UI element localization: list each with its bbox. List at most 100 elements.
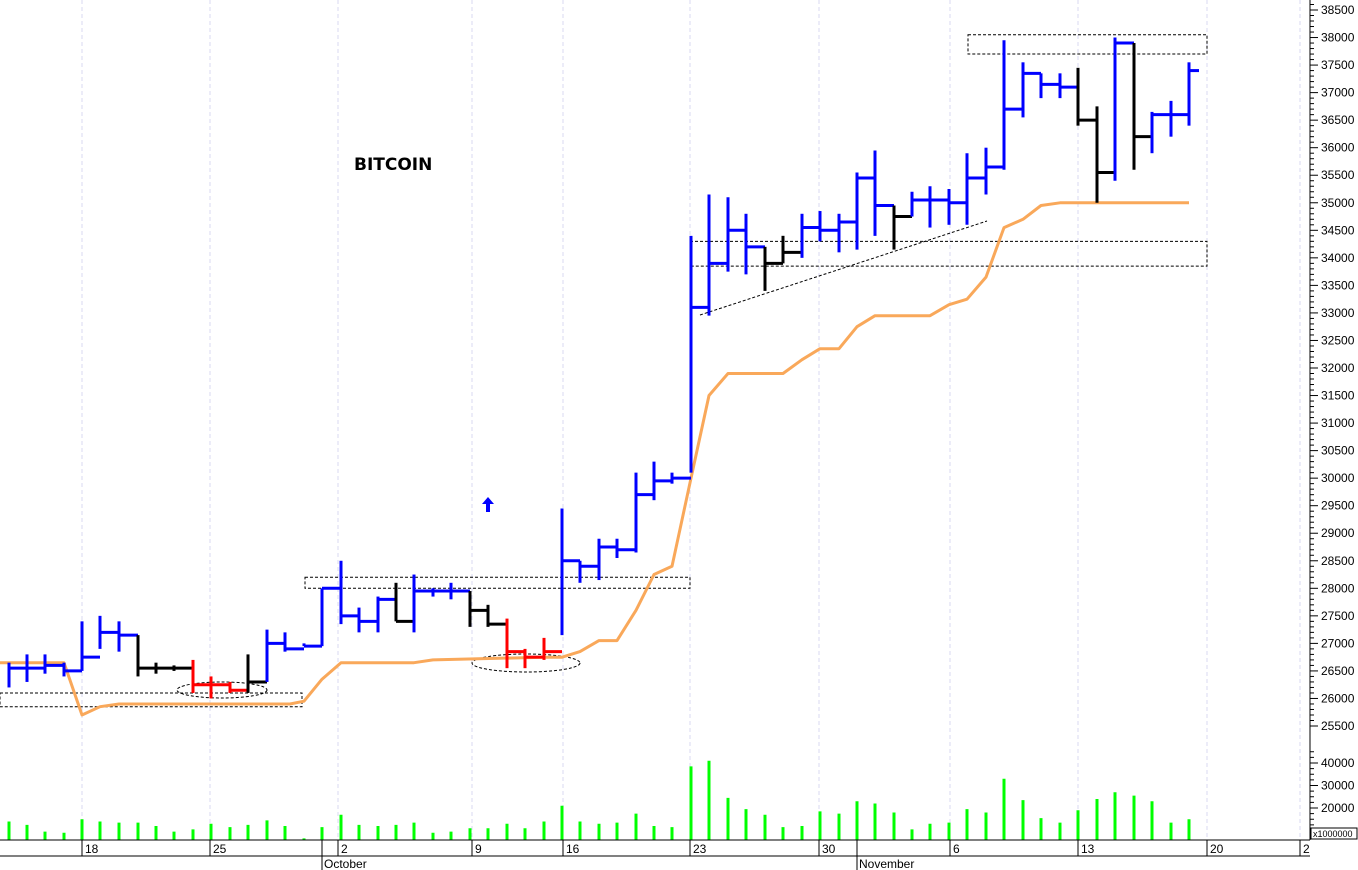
multiplier-box — [1310, 827, 1358, 840]
x-tick-label: 9 — [475, 842, 482, 856]
x-tick-label: 23 — [693, 842, 707, 856]
dashed-trendline — [699, 220, 988, 316]
volume-bar — [25, 824, 29, 840]
volume-bar — [615, 822, 619, 840]
volume-bar — [597, 823, 601, 840]
volume-bar — [7, 821, 11, 840]
volume-tick-label: 40000 — [1321, 756, 1355, 770]
volume-bar — [855, 801, 859, 840]
volume-bar — [1039, 818, 1043, 840]
volume-bar — [800, 826, 804, 840]
price-tick-label: 31500 — [1321, 389, 1355, 403]
dashed-box — [0, 692, 303, 708]
volume-bar — [154, 826, 158, 840]
x-tick-label: 2 — [341, 842, 348, 856]
volume-bar — [320, 827, 324, 840]
volume-bar — [781, 827, 785, 840]
volume-bar — [80, 819, 84, 840]
volume-tick-label: 30000 — [1321, 779, 1355, 793]
price-tick-label: 38500 — [1321, 3, 1355, 17]
volume-bar — [744, 809, 748, 840]
price-tick-label: 27000 — [1321, 636, 1355, 650]
month-label: October — [324, 857, 367, 870]
volume-bar — [1150, 801, 1154, 840]
up-arrow-icon — [482, 497, 494, 512]
volume-bar — [1113, 792, 1117, 840]
volume-bar — [873, 803, 877, 840]
volume-bar — [302, 838, 306, 840]
price-tick-label: 26500 — [1321, 664, 1355, 678]
price-tick-label: 32000 — [1321, 361, 1355, 375]
volume-bar — [578, 821, 582, 840]
volume-bar — [984, 812, 988, 840]
trendline — [699, 220, 988, 316]
volume-bar — [947, 822, 951, 840]
volume-bar — [265, 820, 269, 840]
volume-bar — [209, 823, 213, 840]
price-tick-label: 34500 — [1321, 223, 1355, 237]
volume-bar — [892, 812, 896, 840]
volume-bar — [412, 822, 416, 840]
price-tick-label: 37500 — [1321, 58, 1355, 72]
volume-bar — [449, 831, 453, 840]
price-tick-label: 25500 — [1321, 719, 1355, 733]
volume-bar — [1095, 799, 1099, 840]
volume-bar — [1132, 795, 1136, 840]
arrow-shape — [482, 497, 494, 512]
volume-bar — [468, 828, 472, 840]
x-tick-label: 25 — [213, 842, 227, 856]
x-tick-label: 6 — [953, 842, 960, 856]
volume-bars — [7, 760, 1191, 840]
price-tick-label: 29500 — [1321, 499, 1355, 513]
price-bars — [7, 37, 1199, 699]
volume-bar — [62, 832, 66, 840]
volume-bar — [670, 827, 674, 840]
volume-bar — [1169, 822, 1173, 840]
volume-bar — [763, 814, 767, 840]
volume-bar — [1076, 810, 1080, 840]
volume-bar — [228, 827, 232, 840]
volume-bar — [357, 824, 361, 840]
volume-bar — [634, 813, 638, 840]
volume-bar — [818, 811, 822, 840]
dashed-box — [967, 34, 1208, 55]
price-tick-label: 28000 — [1321, 581, 1355, 595]
x-tick-label: 13 — [1081, 842, 1095, 856]
x-tick-label: 16 — [566, 842, 580, 856]
price-tick-label: 29000 — [1321, 526, 1355, 540]
volume-bar — [652, 826, 656, 840]
volume-bar — [965, 809, 969, 840]
volume-bar — [928, 823, 932, 840]
moving-average-line — [0, 201, 1189, 717]
volume-bar — [542, 821, 546, 840]
price-tick-label: 36500 — [1321, 113, 1355, 127]
chart-title: BITCOIN — [354, 155, 432, 175]
price-tick-label: 31000 — [1321, 416, 1355, 430]
x-tick-label: 18 — [85, 842, 99, 856]
price-tick-label: 33000 — [1321, 306, 1355, 320]
volume-multiplier-label: x1000000 — [1313, 829, 1353, 839]
x-tick-label: 20 — [1210, 842, 1224, 856]
dashed-box — [304, 576, 691, 589]
volume-bar — [560, 805, 564, 840]
volume-bar — [689, 766, 693, 840]
volume-bar — [172, 831, 176, 840]
volume-bar — [191, 829, 195, 840]
volume-bar — [431, 832, 435, 840]
price-tick-label: 34000 — [1321, 251, 1355, 265]
price-tick-label: 30000 — [1321, 471, 1355, 485]
volume-bar — [43, 831, 47, 840]
volume-bar — [1002, 778, 1006, 840]
support-resistance-boxes — [0, 34, 1208, 708]
price-tick-label: 33500 — [1321, 278, 1355, 292]
volume-tick-label: 20000 — [1321, 801, 1355, 815]
price-tick-label: 30500 — [1321, 444, 1355, 458]
price-tick-label: 27500 — [1321, 609, 1355, 623]
volume-bar — [98, 821, 102, 840]
price-tick-label: 36000 — [1321, 141, 1355, 155]
price-tick-label: 28500 — [1321, 554, 1355, 568]
month-label: November — [859, 857, 914, 870]
volume-bar — [505, 823, 509, 840]
